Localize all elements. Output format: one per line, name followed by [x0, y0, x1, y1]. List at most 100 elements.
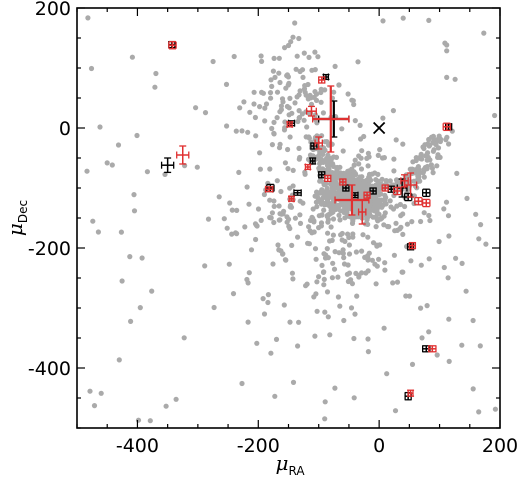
background-point [320, 159, 326, 165]
background-point [322, 416, 328, 422]
background-point [95, 229, 101, 235]
background-point [345, 91, 351, 97]
background-point [373, 224, 379, 230]
background-point [434, 163, 440, 169]
background-point [384, 371, 390, 377]
background-point [346, 251, 353, 257]
background-point [144, 169, 150, 175]
background-point [308, 95, 314, 101]
background-point [274, 89, 281, 95]
background-point [400, 15, 406, 21]
background-point [425, 141, 431, 147]
background-point [276, 70, 282, 76]
background-point [282, 119, 288, 125]
background-point [267, 166, 273, 172]
background-point [292, 215, 298, 221]
background-point [279, 96, 286, 102]
background-point [339, 171, 345, 177]
background-point [271, 219, 277, 226]
background-point [253, 236, 259, 243]
background-point [239, 380, 245, 387]
background-point [446, 141, 452, 147]
background-point [346, 242, 352, 248]
background-point [345, 191, 351, 197]
background-point [246, 201, 252, 207]
background-point [396, 179, 402, 185]
background-point [278, 188, 284, 195]
data-point-errorbar [160, 157, 175, 174]
background-point [257, 150, 263, 156]
background-point [443, 199, 450, 205]
background-point [345, 231, 351, 237]
background-point [245, 129, 251, 135]
background-point [276, 55, 282, 61]
background-point [286, 105, 292, 111]
background-point [330, 232, 336, 238]
background-point [258, 53, 264, 59]
background-point [246, 270, 252, 276]
background-point [365, 336, 371, 342]
axis-ticks-group [76, 7, 501, 429]
background-point [463, 288, 469, 294]
background-point [365, 208, 371, 214]
background-point [292, 20, 298, 26]
background-point [391, 168, 397, 174]
background-point [322, 255, 329, 261]
background-point [356, 161, 362, 167]
background-point [268, 77, 274, 83]
background-point [424, 163, 430, 170]
background-point [302, 169, 308, 175]
background-point [315, 54, 321, 60]
background-point [394, 279, 401, 285]
background-point [262, 118, 268, 124]
background-point [289, 270, 295, 276]
background-point [364, 217, 370, 223]
data-point-errorbar [293, 189, 302, 197]
data-point-errorbar [312, 85, 350, 153]
background-point [337, 164, 343, 170]
data-point-errorbar [309, 157, 317, 165]
background-point [470, 386, 476, 392]
background-point [445, 275, 451, 281]
background-point [364, 155, 370, 161]
background-point [464, 195, 470, 201]
background-point [271, 131, 277, 137]
background-point [324, 289, 331, 295]
background-point [302, 89, 308, 95]
background-point [323, 181, 329, 187]
background-point [299, 111, 305, 117]
background-point [477, 343, 483, 349]
background-point [341, 317, 347, 324]
x-axis-label: μRA [275, 451, 305, 477]
background-point [459, 342, 465, 348]
background-point [418, 262, 424, 268]
background-point [229, 207, 235, 213]
background-point [390, 108, 396, 114]
background-point [253, 133, 259, 139]
background-point [280, 211, 286, 217]
background-point [284, 219, 290, 225]
background-point [290, 167, 296, 173]
data-point-errorbar [442, 122, 452, 132]
background-point [265, 299, 271, 306]
background-point [342, 215, 348, 221]
background-point [271, 198, 277, 204]
background-point [297, 68, 303, 75]
background-point [194, 164, 200, 170]
background-point [329, 188, 335, 194]
data-point-errorbar [407, 389, 415, 397]
background-point [476, 409, 482, 415]
background-point [381, 325, 387, 331]
background-point [329, 200, 335, 206]
background-point [277, 141, 283, 147]
background-point [91, 403, 98, 409]
background-point [286, 112, 292, 118]
data-point-errorbar [392, 186, 402, 196]
background-point [149, 288, 155, 294]
background-point [313, 199, 319, 205]
data-point-errorbar [422, 188, 431, 198]
background-point [312, 67, 318, 73]
background-point [104, 160, 110, 166]
background-point [327, 332, 333, 338]
